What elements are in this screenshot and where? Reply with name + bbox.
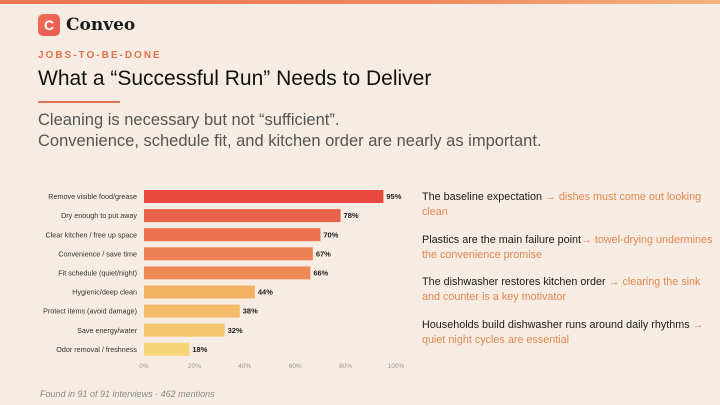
title-underline xyxy=(38,101,120,103)
subtitle-line-1: Cleaning is necessary but not “sufficien… xyxy=(38,111,340,129)
value-label: 66% xyxy=(313,269,328,278)
category-label: Fit schedule (quiet/night) xyxy=(58,269,137,278)
value-label: 32% xyxy=(228,326,243,335)
insight-implication: quiet night cycles are essential xyxy=(422,333,570,346)
page-title: What a “Successful Run” Needs to Deliver xyxy=(38,67,432,90)
bar xyxy=(144,285,255,299)
category-label: Dry enough to put away xyxy=(61,211,137,220)
brand-name: Conveo xyxy=(66,15,136,35)
insight-item: The dishwasher restores kitchen order → … xyxy=(422,275,714,305)
bar xyxy=(144,266,311,280)
x-tick-label: 60% xyxy=(289,363,302,370)
category-label: Save energy/water xyxy=(77,326,138,335)
top-accent-bar xyxy=(0,0,720,4)
x-tick-label: 100% xyxy=(388,363,405,370)
bar xyxy=(144,304,240,318)
x-tick-label: 20% xyxy=(188,363,201,370)
category-label: Clear kitchen / free up space xyxy=(46,230,138,239)
category-label: Convenience / save time xyxy=(58,249,137,258)
subtitle: Cleaning is necessary but not “sufficien… xyxy=(38,110,542,152)
arrow-icon: → xyxy=(581,233,592,246)
category-label: Protect items (avoid damage) xyxy=(43,307,137,316)
category-label: Remove visible food/grease xyxy=(48,192,137,201)
value-label: 38% xyxy=(243,307,258,316)
bar xyxy=(144,342,190,356)
insight-item: The baseline expectation → dishes must c… xyxy=(422,190,714,220)
insight-lead: Households build dishwasher runs around … xyxy=(422,318,690,331)
subtitle-line-2: Convenience, schedule fit, and kitchen o… xyxy=(38,132,542,150)
bar-chart: Remove visible food/grease 95% Dry enough … xyxy=(43,190,405,370)
insight-implication: clearing the sink and counter is a key m… xyxy=(422,276,701,303)
insight-implication: dishes must come out looking clean xyxy=(422,191,702,218)
bar xyxy=(144,209,341,223)
value-label: 44% xyxy=(258,288,273,297)
insights-list: The baseline expectation → dishes must c… xyxy=(422,190,714,360)
x-tick-label: 40% xyxy=(238,363,251,370)
value-label: 70% xyxy=(323,230,338,239)
logo-icon: C xyxy=(38,14,60,36)
arrow-icon: → xyxy=(545,191,556,203)
insight-lead: Plastics are the main failure point xyxy=(422,233,582,246)
x-tick-label: 0% xyxy=(139,363,149,370)
insight-implication: towel-drying undermines the convenience … xyxy=(422,233,713,261)
brand-logo: C Conveo xyxy=(38,14,135,36)
section-eyebrow: JOBS-TO-BE-DONE xyxy=(38,50,162,61)
insight-item: Households build dishwasher runs around … xyxy=(422,318,714,348)
insight-item: Plastics are the main failure point→ tow… xyxy=(422,233,714,263)
bar xyxy=(144,247,313,261)
value-label: 67% xyxy=(316,249,331,258)
bar xyxy=(144,323,225,337)
value-label: 78% xyxy=(344,211,359,220)
bar xyxy=(144,228,321,242)
insight-lead: The baseline expectation xyxy=(422,191,543,203)
value-label: 95% xyxy=(386,192,401,201)
category-label: Hygienic/deep clean xyxy=(72,288,137,297)
category-label: Odor removal / freshness xyxy=(56,345,137,354)
footnote: Found in 91 of 91 interviews · 462 menti… xyxy=(40,389,215,399)
x-tick-label: 80% xyxy=(339,363,352,370)
arrow-icon: → xyxy=(608,276,620,288)
insight-lead: The dishwasher restores kitchen order xyxy=(422,276,606,288)
value-label: 18% xyxy=(192,345,207,354)
arrow-icon: → xyxy=(692,318,704,331)
bar xyxy=(144,190,384,203)
